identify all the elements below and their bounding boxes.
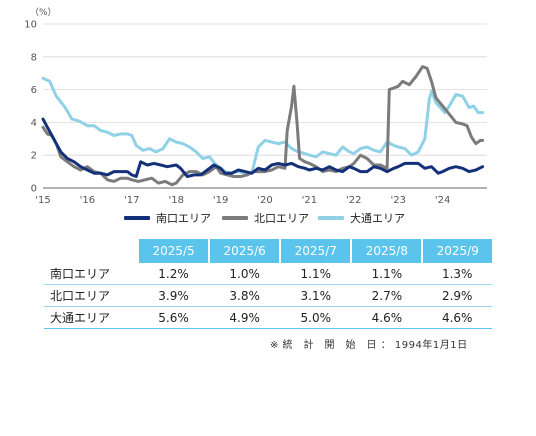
table-cell: 3.9% bbox=[138, 284, 210, 307]
table-corner-cell bbox=[44, 239, 138, 263]
table-cell: 4.6% bbox=[422, 306, 492, 329]
chart-series bbox=[41, 65, 485, 187]
table-header-cell: 2025/5 bbox=[136, 239, 210, 263]
y-tick-label: 0 bbox=[31, 184, 37, 195]
y-tick-label: 10 bbox=[24, 20, 37, 31]
table-row-label: 南口エリア bbox=[44, 263, 138, 285]
x-axis-ticks: '15 '16 '17 '18 '19 '20 '21 '22 '23 '24 bbox=[35, 195, 450, 206]
table-cell: 5.0% bbox=[280, 306, 352, 329]
table-cell: 4.9% bbox=[209, 306, 281, 329]
table-cell: 3.8% bbox=[209, 284, 281, 307]
x-tick-label: '22 bbox=[346, 195, 361, 206]
legend-swatch-north bbox=[222, 216, 248, 220]
table-cell: 1.1% bbox=[351, 263, 423, 285]
x-tick-label: '24 bbox=[435, 195, 450, 206]
table-cell: 2.9% bbox=[422, 284, 492, 307]
table-row-label: 大通エリア bbox=[44, 306, 138, 329]
series-line-南口エリア bbox=[41, 117, 485, 178]
table-cell: 2.7% bbox=[351, 284, 423, 307]
table-cell: 3.1% bbox=[280, 284, 352, 307]
table-row: 大通エリア 5.6% 4.9% 5.0% 4.6% 4.6% bbox=[44, 306, 492, 329]
table-row-label: 北口エリア bbox=[44, 284, 138, 307]
x-tick-label: '15 bbox=[35, 195, 50, 206]
series-line-北口エリア bbox=[41, 65, 485, 187]
x-tick-label: '19 bbox=[213, 195, 228, 206]
y-tick-label: 2 bbox=[31, 151, 37, 162]
x-tick-label: '21 bbox=[302, 195, 317, 206]
table-header-cell: 2025/7 bbox=[279, 239, 352, 263]
y-axis-ticks: 0 2 4 6 8 10 bbox=[24, 20, 37, 195]
legend-swatch-south bbox=[124, 216, 150, 220]
x-tick-label: '20 bbox=[257, 195, 272, 206]
table-header-cell: 2025/9 bbox=[421, 239, 492, 263]
table-header-cell: 2025/6 bbox=[208, 239, 281, 263]
x-tick-label: '23 bbox=[390, 195, 405, 206]
legend-label-odori: 大通エリア bbox=[350, 212, 405, 225]
table-row: 北口エリア 3.9% 3.8% 3.1% 2.7% 2.9% bbox=[44, 284, 492, 307]
x-tick-label: '18 bbox=[168, 195, 183, 206]
legend-label-north: 北口エリア bbox=[254, 212, 309, 225]
table-header-row: 2025/5 2025/6 2025/7 2025/8 2025/9 bbox=[44, 239, 492, 263]
legend-item-south: 南口エリア bbox=[124, 210, 211, 226]
y-tick-label: 6 bbox=[31, 85, 37, 96]
vacancy-rate-table: 2025/5 2025/6 2025/7 2025/8 2025/9 南口エリア… bbox=[44, 239, 492, 329]
x-tick-label: '16 bbox=[80, 195, 95, 206]
table-cell: 1.3% bbox=[422, 263, 492, 285]
line-chart: 0 2 4 6 8 10 '15 '16 '17 '18 '19 '20 '21 '22 '23 '24 （… bbox=[24, 7, 487, 206]
chart-gridlines bbox=[43, 23, 487, 189]
x-tick-label: '17 bbox=[124, 195, 139, 206]
table-cell: 1.1% bbox=[280, 263, 352, 285]
legend-swatch-odori bbox=[318, 216, 344, 220]
series-line-大通エリア bbox=[41, 76, 485, 175]
legend-label-south: 南口エリア bbox=[156, 212, 211, 225]
table-header-cell: 2025/8 bbox=[350, 239, 423, 263]
y-tick-label: 8 bbox=[31, 52, 37, 63]
y-tick-label: 4 bbox=[31, 118, 37, 129]
table-cell: 5.6% bbox=[138, 306, 210, 329]
table-cell: 4.6% bbox=[351, 306, 423, 329]
statistics-start-note: ※ 統 計 開 始 日 ： 1994年1月1日 bbox=[270, 340, 468, 351]
legend-item-north: 北口エリア bbox=[222, 210, 309, 226]
legend-item-odori: 大通エリア bbox=[318, 210, 405, 226]
chart-legend: 南口エリア 北口エリア 大通エリア bbox=[0, 210, 536, 226]
y-axis-unit: （%） bbox=[30, 7, 57, 18]
table-row: 南口エリア 1.2% 1.0% 1.1% 1.1% 1.3% bbox=[44, 263, 492, 285]
table-cell: 1.2% bbox=[138, 263, 210, 285]
table-cell: 1.0% bbox=[209, 263, 281, 285]
